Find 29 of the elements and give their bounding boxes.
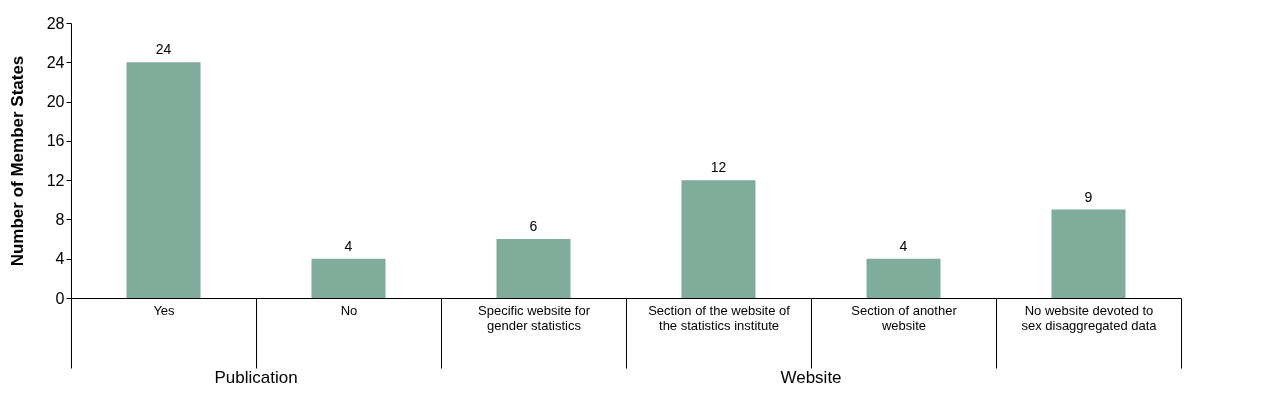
x-tick-label: Specific website for gender statistics bbox=[478, 302, 591, 333]
bar bbox=[496, 239, 571, 298]
bar bbox=[866, 258, 941, 298]
y-tick-label: 28 bbox=[46, 14, 65, 32]
data-label: 12 bbox=[710, 159, 727, 176]
y-tick-label: 4 bbox=[55, 250, 65, 268]
bar bbox=[126, 62, 201, 298]
x-tick-label: No website devoted to sex disaggregated data bbox=[1021, 302, 1158, 333]
x-tick-label: No bbox=[340, 302, 358, 318]
bar bbox=[1051, 209, 1126, 298]
x-tick-label: Yes bbox=[153, 302, 176, 318]
text: Website bbox=[780, 368, 842, 387]
x-tick-label: Section of the website of the statistics institute bbox=[648, 302, 791, 333]
bar bbox=[311, 258, 386, 298]
y-tick-label: 12 bbox=[46, 171, 65, 189]
bar bbox=[681, 180, 756, 298]
y-axis-title: Number of Member States bbox=[7, 55, 27, 267]
y-tick-label: 0 bbox=[55, 289, 65, 307]
x-tick-label: Section of another website bbox=[851, 302, 958, 333]
y-tick-label: 20 bbox=[46, 93, 65, 111]
text: Publication bbox=[214, 368, 298, 387]
data-label: 9 bbox=[1084, 188, 1093, 205]
y-tick-label: 16 bbox=[46, 132, 65, 150]
data-label: 6 bbox=[529, 218, 538, 235]
y-tick-label: 8 bbox=[55, 210, 65, 228]
data-label: 4 bbox=[899, 237, 908, 254]
y-tick-label: 24 bbox=[46, 53, 65, 71]
data-label: 4 bbox=[344, 237, 353, 254]
data-label: 24 bbox=[155, 41, 172, 58]
